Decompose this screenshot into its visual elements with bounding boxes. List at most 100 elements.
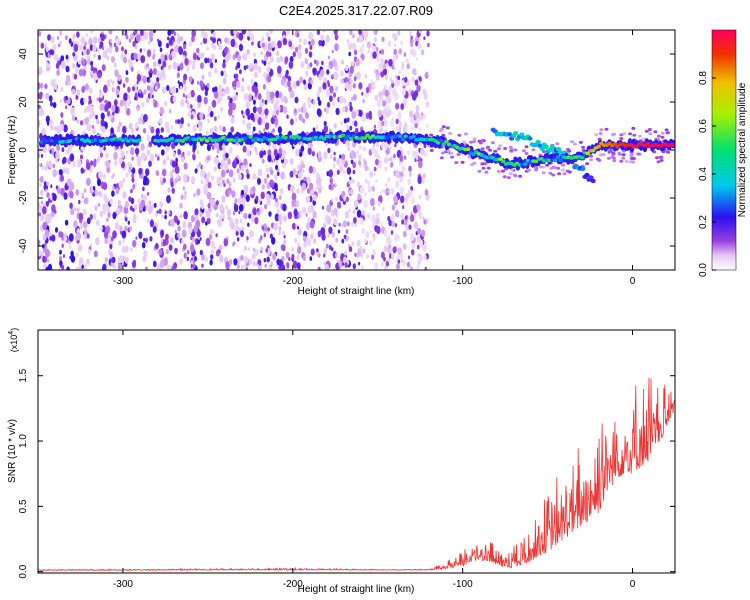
snr-y-tick-label: 0.0 (18, 564, 29, 578)
noise-speckle (245, 108, 250, 116)
noise-speckle (82, 49, 87, 56)
noise-speckle (80, 120, 84, 126)
noise-speckle (299, 151, 303, 157)
signal-halo (648, 132, 653, 136)
noise-speckle (361, 114, 367, 122)
noise-speckle (225, 152, 229, 159)
noise-speckle (122, 191, 127, 199)
noise-speckle (160, 53, 165, 62)
noise-speckle (53, 78, 56, 83)
noise-speckle (286, 262, 290, 268)
signal-halo (439, 156, 444, 160)
noise-speckle (79, 222, 84, 230)
noise-speckle (205, 257, 209, 262)
noise-speckle (194, 168, 198, 174)
noise-speckle (148, 205, 153, 214)
noise-speckle (261, 98, 264, 103)
noise-speckle (106, 47, 109, 53)
secondary-track-blob (549, 144, 556, 150)
noise-speckle (317, 230, 322, 238)
noise-speckle (296, 32, 300, 38)
noise-speckle (159, 259, 165, 269)
noise-speckle (296, 50, 302, 58)
signal-core-blob (615, 144, 620, 149)
noise-speckle (373, 172, 376, 177)
signal-core-blob (346, 134, 351, 139)
noise-speckle (129, 147, 135, 156)
noise-speckle (136, 74, 142, 82)
noise-speckle (352, 161, 357, 169)
noise-speckle (369, 171, 374, 178)
noise-speckle (259, 150, 264, 159)
noise-speckle (124, 256, 129, 264)
noise-speckle (127, 101, 130, 107)
noise-speckle (383, 84, 387, 90)
noise-speckle (46, 181, 50, 186)
noise-speckle (108, 234, 112, 240)
noise-speckle (232, 54, 236, 60)
signal-halo (449, 151, 454, 155)
noise-speckle (255, 195, 259, 201)
noise-speckle (276, 160, 279, 165)
noise-speckle (335, 196, 338, 202)
noise-speckle (352, 179, 355, 184)
noise-speckle (92, 160, 97, 167)
signal-core-blob (137, 138, 142, 142)
noise-speckle (397, 235, 400, 240)
noise-speckle (273, 149, 278, 157)
noise-speckle (325, 108, 329, 114)
noise-speckle (308, 31, 313, 40)
noise-speckle (384, 145, 388, 151)
noise-speckle (50, 36, 55, 44)
noise-speckle (183, 162, 188, 170)
noise-speckle (260, 111, 264, 118)
noise-speckle (267, 227, 270, 232)
noise-speckle (47, 34, 51, 41)
signal-halo (501, 169, 505, 173)
noise-speckle (401, 165, 406, 172)
noise-speckle (63, 192, 68, 200)
noise-speckle (118, 240, 122, 246)
noise-speckle (323, 120, 327, 127)
snr-y-axis-label: SNR (10 * v/v) (7, 419, 18, 483)
noise-speckle (322, 82, 327, 90)
noise-speckle (352, 263, 356, 270)
noise-speckle (43, 181, 47, 186)
noise-speckle (318, 188, 322, 194)
noise-speckle (300, 61, 305, 69)
noise-speckle (82, 69, 87, 77)
noise-speckle (179, 258, 184, 265)
noise-speckle (418, 127, 421, 132)
noise-speckle (364, 238, 368, 244)
noise-speckle (300, 188, 304, 194)
noise-speckle (202, 165, 205, 170)
noise-speckle (370, 43, 373, 47)
noise-speckle (315, 124, 319, 130)
noise-speckle (269, 30, 273, 34)
noise-speckle (275, 109, 279, 116)
noise-speckle (207, 203, 211, 209)
noise-speckle (86, 217, 91, 225)
noise-speckle (230, 222, 235, 230)
noise-speckle (208, 70, 212, 77)
noise-speckle (121, 46, 124, 52)
noise-speckle (327, 101, 331, 108)
signal-halo (666, 150, 671, 154)
noise-speckle (286, 30, 290, 35)
noise-speckle (427, 42, 430, 48)
noise-speckle (225, 261, 230, 270)
noise-speckle (170, 30, 175, 35)
noise-speckle (65, 105, 68, 110)
noise-speckle (268, 265, 273, 270)
noise-speckle (323, 261, 326, 266)
noise-speckle (70, 255, 76, 263)
noise-speckle (42, 222, 47, 231)
noise-speckle (387, 257, 391, 263)
noise-speckle (224, 46, 229, 54)
noise-speckle (280, 55, 282, 60)
noise-speckle (354, 252, 357, 257)
signal-halo (477, 169, 482, 173)
noise-speckle (141, 152, 146, 161)
noise-speckle (210, 198, 215, 207)
noise-speckle (160, 127, 164, 133)
